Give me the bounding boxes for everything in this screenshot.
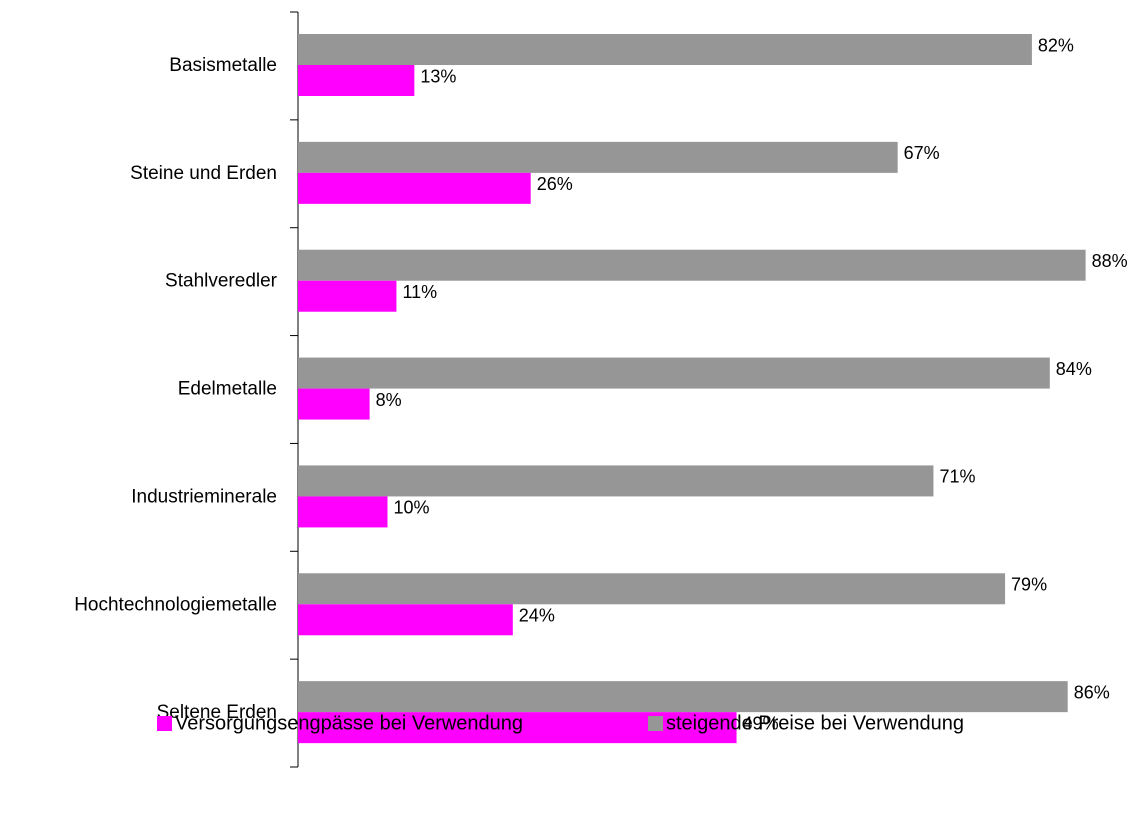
value-label: 84% — [1056, 359, 1092, 379]
bar — [298, 34, 1032, 65]
bar — [298, 604, 513, 636]
value-label: 67% — [904, 143, 940, 163]
value-label: 13% — [420, 66, 456, 86]
legend-label: steigende Preise bei Verwendung — [666, 712, 964, 734]
value-label: 49% — [743, 713, 779, 733]
category-label: Industrieminerale — [131, 486, 277, 507]
bar — [298, 65, 415, 96]
legend-swatch — [648, 716, 663, 731]
bar — [298, 388, 370, 420]
bar — [298, 172, 531, 204]
value-label: 8% — [376, 390, 402, 410]
value-label: 82% — [1038, 35, 1074, 55]
bar — [298, 496, 388, 528]
value-label: 26% — [537, 174, 573, 194]
value-label: 10% — [394, 498, 430, 518]
bar — [298, 141, 898, 173]
bar — [298, 681, 1068, 713]
category-label: Basismetalle — [169, 55, 277, 76]
category-label: Steine und Erden — [130, 163, 277, 184]
value-label: 71% — [939, 467, 975, 487]
bar — [298, 573, 1006, 605]
legend-swatch — [157, 716, 172, 731]
value-label: 24% — [519, 606, 555, 626]
bar — [298, 712, 737, 744]
category-label: Seltene Erden — [157, 702, 277, 723]
bar — [298, 280, 397, 312]
value-label: 79% — [1011, 575, 1047, 595]
value-label: 86% — [1074, 682, 1110, 702]
value-label: 88% — [1092, 251, 1128, 271]
bar — [298, 249, 1086, 281]
legend-label: Versorgungsengpässe bei Verwendung — [175, 712, 523, 734]
category-label: Hochtechnologiemetalle — [74, 594, 277, 615]
category-label: Stahlveredler — [165, 271, 278, 292]
bar — [298, 465, 934, 497]
value-label: 11% — [402, 282, 437, 302]
bar — [298, 357, 1050, 389]
category-label: Edelmetalle — [178, 379, 277, 400]
